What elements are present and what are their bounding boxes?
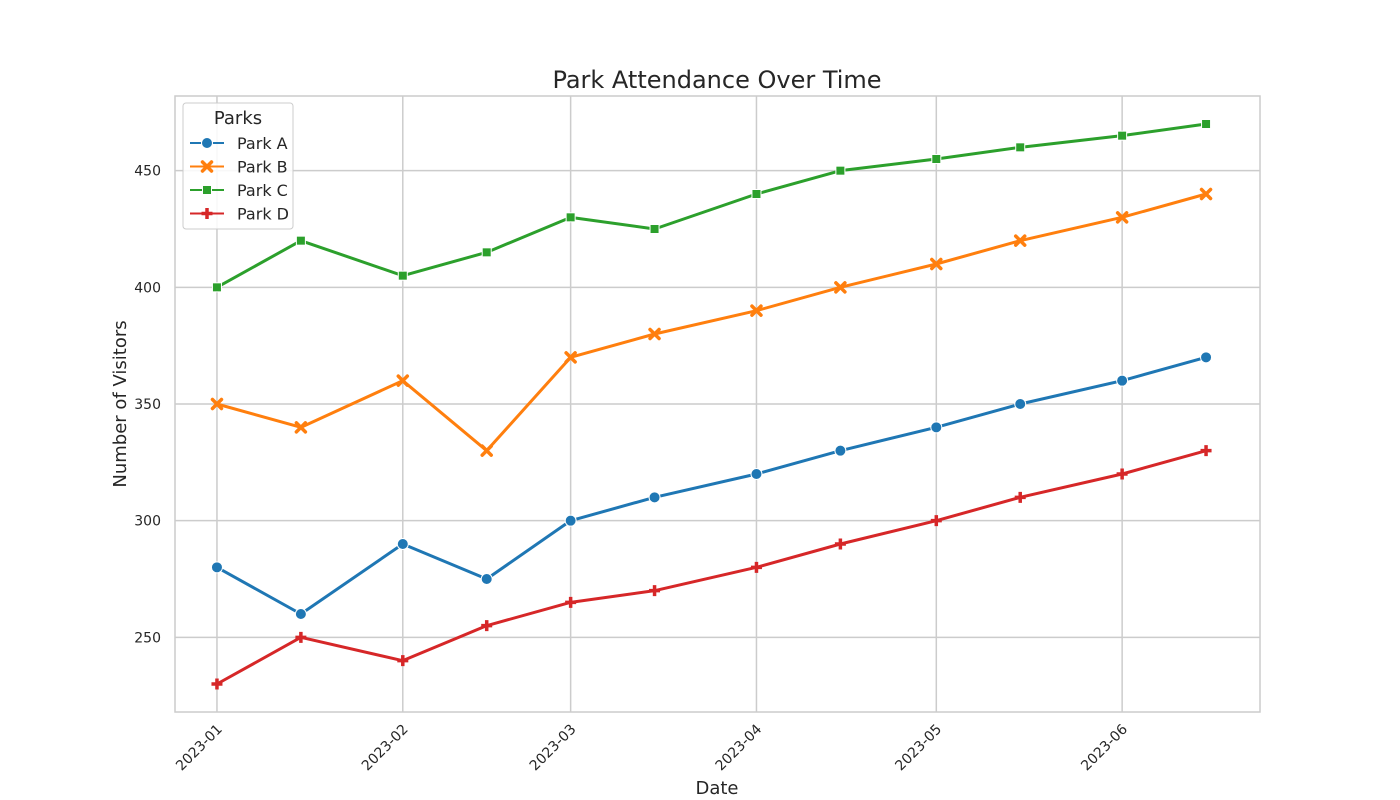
- data-point: [834, 538, 846, 550]
- x-tick-label: 2023-04: [713, 721, 766, 774]
- series-line: [215, 355, 1208, 616]
- x-tick-label: 2023-01: [173, 722, 226, 775]
- series-park-c: [211, 119, 1212, 293]
- legend-marker: [200, 160, 214, 173]
- y-tick-label: 300: [134, 514, 161, 530]
- y-tick-labels: 250 300 350 400 450: [134, 164, 161, 647]
- data-point: [211, 282, 222, 293]
- series-line: [215, 192, 1208, 453]
- series-park-b: [210, 187, 1213, 457]
- legend-marker: [202, 185, 212, 195]
- data-point: [1200, 445, 1212, 457]
- data-point: [835, 165, 846, 176]
- data-point: [480, 444, 493, 457]
- data-point: [564, 514, 577, 527]
- data-point: [564, 351, 577, 364]
- chart-title: Park Attendance Over Time: [552, 66, 881, 94]
- data-point: [1200, 351, 1213, 364]
- data-point: [930, 421, 943, 434]
- data-point: [1014, 491, 1026, 503]
- legend-label: Park D: [237, 205, 289, 224]
- legend-item: Park D: [190, 205, 289, 224]
- y-tick-label: 400: [134, 280, 161, 296]
- data-point: [294, 608, 307, 620]
- x-tick-label: 2023-03: [527, 722, 580, 775]
- legend-item: Park C: [190, 181, 288, 200]
- series-park-d: [211, 445, 1212, 690]
- data-point: [295, 631, 307, 643]
- data-point: [481, 247, 492, 258]
- data-point: [1015, 142, 1026, 153]
- data-point: [649, 224, 660, 234]
- data-point: [480, 573, 493, 585]
- data-point: [750, 468, 763, 480]
- data-point: [397, 655, 409, 667]
- data-point: [1201, 119, 1212, 129]
- data-point: [751, 189, 762, 199]
- data-point: [211, 678, 223, 690]
- data-point: [1014, 398, 1027, 410]
- series-line: [215, 122, 1208, 289]
- legend: Parks Park A Park B Park C Park D: [182, 102, 294, 230]
- x-axis-label: Date: [695, 778, 738, 799]
- legend-label: Park B: [237, 158, 288, 177]
- y-tick-label: 450: [134, 164, 161, 180]
- legend-title: Parks: [214, 108, 262, 129]
- x-tick-label: 2023-05: [892, 722, 945, 775]
- legend-items: Park A Park B Park C Park D: [190, 134, 289, 224]
- legend-item: Park A: [190, 134, 288, 153]
- data-point: [396, 538, 409, 550]
- data-point: [396, 374, 410, 387]
- series-park-a: [210, 351, 1213, 620]
- y-tick-label: 250: [134, 630, 161, 646]
- y-tick-label: 350: [134, 397, 161, 413]
- data-point: [295, 235, 306, 246]
- data-point: [397, 270, 408, 281]
- data-point: [481, 620, 493, 632]
- data-point: [1115, 211, 1129, 224]
- data-point: [834, 444, 847, 457]
- x-tick-label: 2023-02: [359, 722, 412, 775]
- series-layer: [210, 119, 1213, 690]
- legend-marker: [201, 208, 213, 219]
- data-point: [648, 327, 661, 341]
- data-point: [565, 596, 577, 608]
- grid: [175, 96, 1260, 712]
- x-tick-label: 2023-06: [1078, 721, 1131, 774]
- data-point: [750, 304, 763, 317]
- data-point: [1117, 130, 1128, 141]
- plot-frame: [174, 95, 1261, 713]
- legend-label: Park C: [237, 181, 288, 200]
- legend-marker: [201, 137, 213, 149]
- data-point: [1116, 374, 1129, 387]
- data-point: [1199, 187, 1213, 201]
- data-point: [210, 561, 223, 574]
- data-point: [834, 281, 847, 294]
- data-point: [210, 397, 224, 411]
- series-line: [215, 449, 1208, 686]
- x-tick-labels: 2023-01 2023-02 2023-03 2023-04 2023-05 2023-…: [173, 721, 1131, 774]
- data-point: [1116, 468, 1128, 480]
- data-point: [931, 154, 942, 164]
- data-point: [648, 491, 661, 504]
- legend-box: [182, 102, 294, 230]
- legend-label: Park A: [237, 134, 288, 153]
- data-point: [649, 585, 661, 597]
- data-point: [1013, 234, 1027, 247]
- y-axis-label: Number of Visitors: [110, 320, 131, 487]
- data-point: [294, 421, 308, 434]
- data-point: [565, 212, 576, 223]
- legend-item: Park B: [190, 158, 288, 177]
- data-point: [930, 257, 943, 271]
- data-point: [930, 515, 942, 527]
- data-point: [750, 561, 762, 573]
